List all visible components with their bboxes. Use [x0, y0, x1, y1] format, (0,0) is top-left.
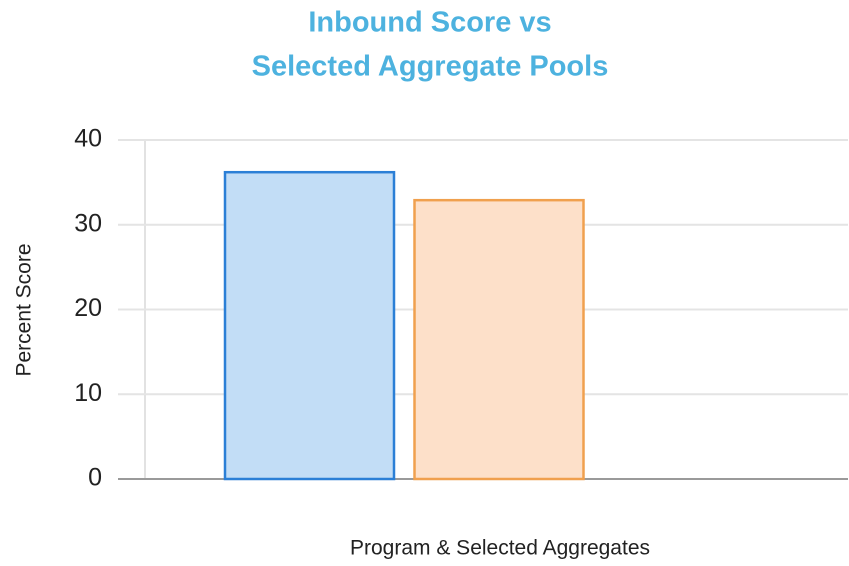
x-axis-label: Program & Selected Aggregates [350, 537, 650, 560]
bar [223, 170, 396, 481]
chart-title: Inbound Score vs [308, 7, 551, 39]
y-tick-label: 0 [88, 464, 102, 492]
chart-title: Selected Aggregate Pools [252, 51, 609, 83]
y-tick-label: 40 [74, 125, 102, 153]
y-tick-label: 10 [74, 379, 102, 407]
y-tick-label: 30 [74, 209, 102, 237]
y-tick-label: 20 [74, 294, 102, 322]
bar [413, 198, 585, 481]
y-axis-label: Percent Score [13, 243, 36, 376]
